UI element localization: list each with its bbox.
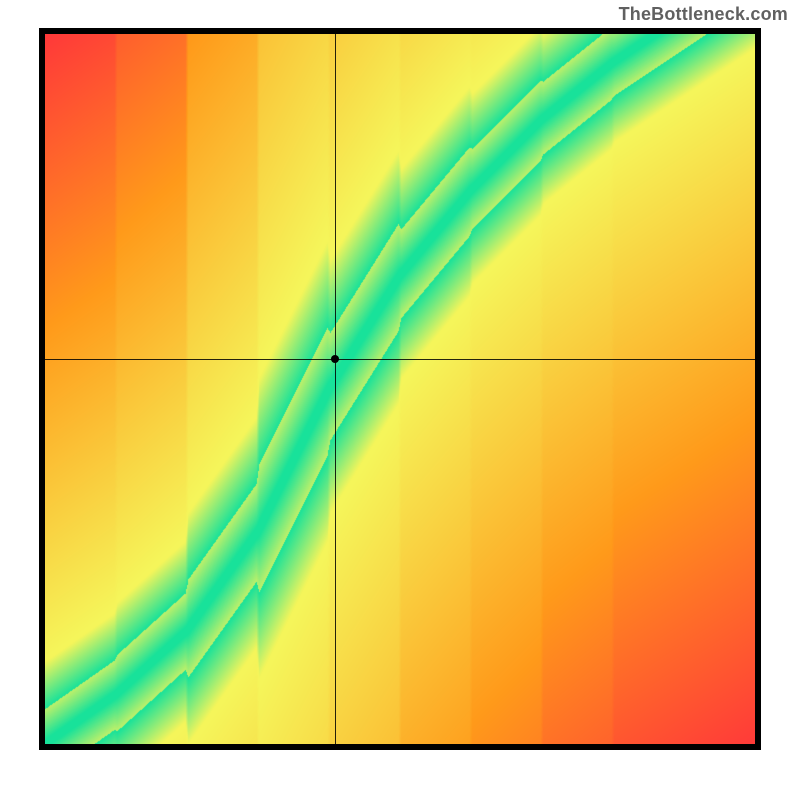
bottleneck-heatmap — [45, 34, 755, 744]
crosshair-vertical — [335, 34, 336, 744]
crosshair-horizontal — [45, 359, 755, 360]
chart-frame — [39, 28, 761, 750]
crosshair-point — [331, 355, 339, 363]
watermark-text: TheBottleneck.com — [619, 4, 788, 25]
